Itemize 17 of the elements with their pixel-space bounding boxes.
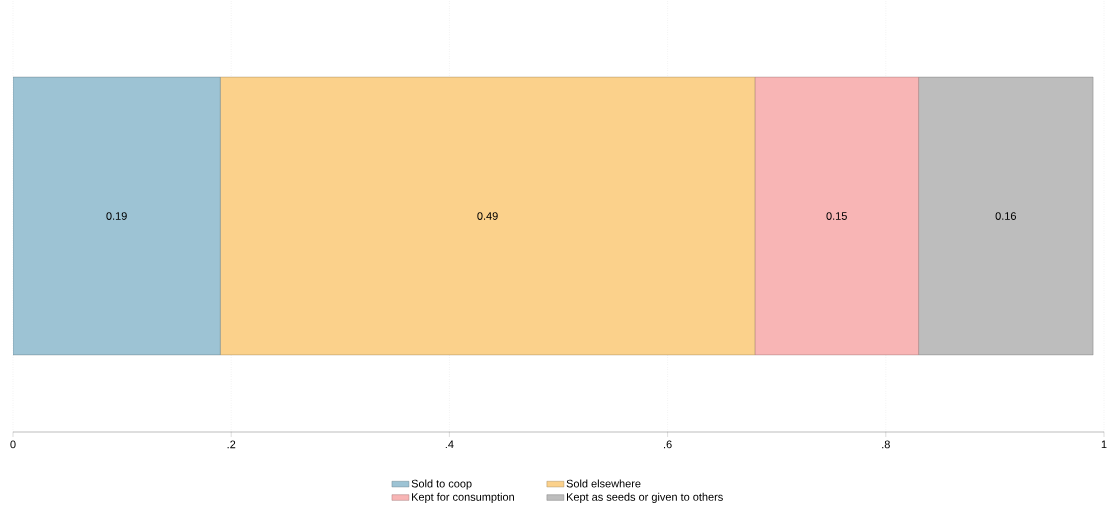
bar <box>220 76 756 356</box>
bar <box>918 76 1094 356</box>
x-tick-label: .2 <box>227 440 236 449</box>
legend-label: Kept for consumption <box>412 492 514 504</box>
x-tick-label: .4 <box>445 440 454 449</box>
data-label: 0.15 <box>826 212 847 220</box>
legend-label: Sold elsewhere <box>566 479 641 488</box>
data-label: 0.19 <box>106 212 127 220</box>
x-tick-label: 0 <box>10 440 16 449</box>
x-tick-label: .8 <box>882 440 890 449</box>
bar <box>754 76 919 356</box>
x-tick-label: .6 <box>664 440 672 449</box>
legend-label: Kept as seeds or given to others <box>567 492 723 504</box>
x-tick-label: 1 <box>1101 440 1107 449</box>
data-label: 0.49 <box>477 212 498 220</box>
data-label: 0.16 <box>995 212 1016 220</box>
legend-label: Sold to coop <box>411 479 472 490</box>
